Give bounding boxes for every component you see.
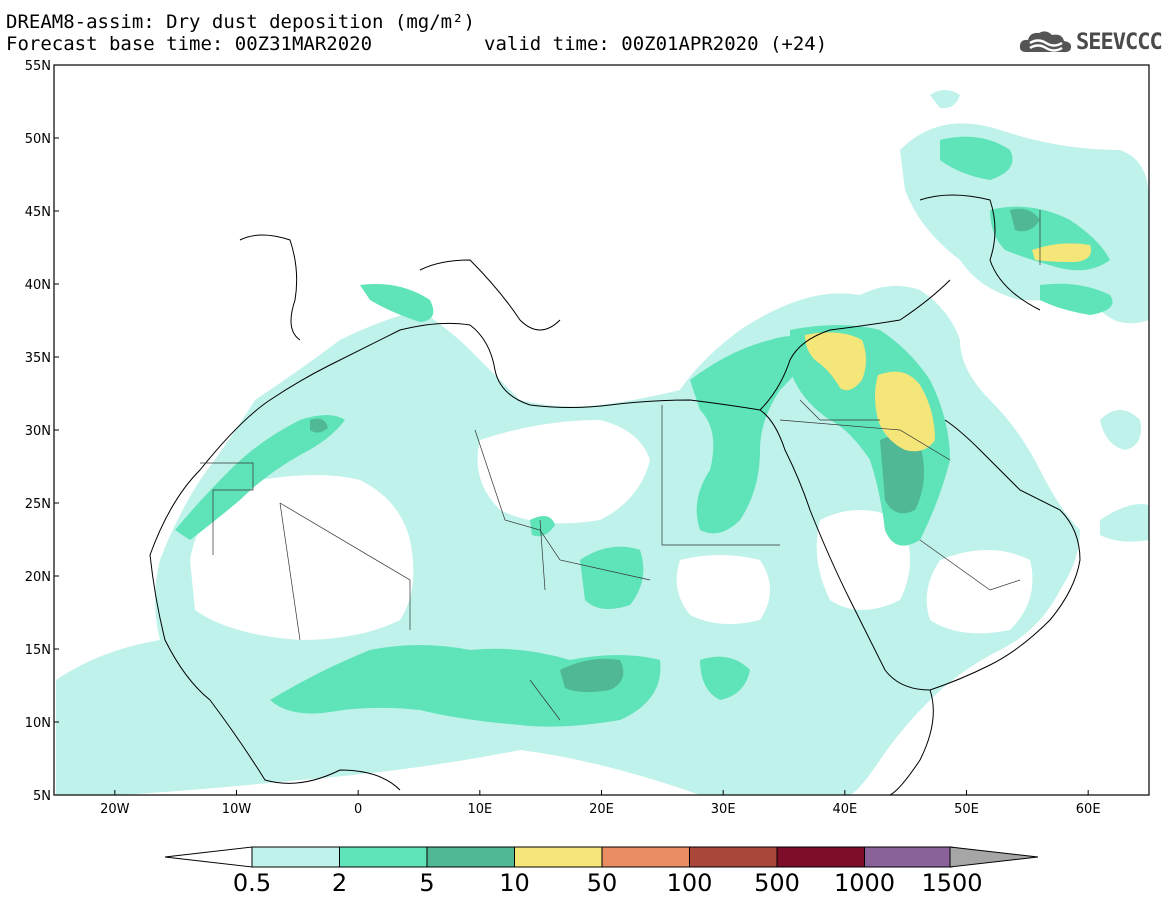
legend-swatch — [689, 846, 778, 868]
forecast-base-time: Forecast base time: 00Z31MAR2020 — [6, 33, 373, 55]
clear-areas — [190, 420, 1033, 640]
legend-swatch — [601, 846, 690, 868]
legend-arrow-left — [164, 846, 253, 868]
legend-swatch — [864, 846, 953, 868]
legend-label: 500 — [754, 869, 800, 897]
legend-swatch — [251, 846, 340, 868]
seevccc-logo: SEEVCCC — [1018, 28, 1163, 58]
lat-tick-label: 15N — [25, 643, 51, 658]
legend-label: 100 — [666, 869, 713, 897]
lat-tick-label: 25N — [25, 497, 51, 512]
dust-fields — [56, 90, 1149, 795]
lon-tick-label: 10W — [222, 802, 252, 817]
logo-text: SEEVCCC — [1076, 30, 1163, 55]
lat-tick-label: 35N — [25, 351, 51, 366]
coastlines — [149, 194, 1081, 795]
valid-time: valid time: 00Z01APR2020 (+24) — [484, 33, 828, 55]
lon-tick-label: 60E — [1076, 802, 1101, 817]
cloud-icon — [1019, 31, 1072, 53]
legend-swatch — [339, 846, 428, 868]
axis-ticks: 55N 50N 45N 40N 35N 30N 25N 20N 15N 10N 5N 20W 10W 0 1… — [25, 59, 1101, 817]
lon-tick-label: 50E — [954, 802, 979, 817]
lon-tick-label: 40E — [832, 802, 857, 817]
deposition-band-10 — [805, 243, 1091, 452]
lon-tick-label: 20W — [100, 802, 130, 817]
lat-tick-label: 55N — [25, 59, 51, 74]
lat-tick-label: 10N — [25, 716, 51, 731]
legend-label: 1000 — [833, 869, 896, 897]
legend-boxes — [251, 846, 953, 868]
legend-swatch — [426, 846, 515, 868]
legend-label: 50 — [586, 869, 618, 897]
lat-tick-label: 20N — [25, 570, 51, 585]
lat-tick-label: 45N — [25, 205, 51, 220]
legend-swatch — [776, 846, 865, 868]
deposition-band-5 — [310, 208, 1040, 693]
legend-swatch — [514, 846, 603, 868]
lon-tick-label: 10E — [467, 802, 492, 817]
lon-tick-label: 30E — [711, 802, 736, 817]
legend-label: 1500 — [921, 869, 983, 897]
lat-tick-label: 40N — [25, 278, 51, 293]
lon-tick-label: 0 — [354, 802, 362, 817]
legend-arrow-right — [949, 846, 1039, 868]
lat-tick-label: 5N — [33, 789, 51, 804]
legend-label: 2 — [331, 869, 348, 897]
lon-tick-label: 20E — [589, 802, 614, 817]
lat-tick-label: 30N — [25, 424, 51, 439]
map-title: DREAM8-assim: Dry dust deposition (mg/m²… — [6, 11, 475, 33]
legend-label: 5 — [419, 869, 435, 897]
country-borders — [200, 210, 1041, 721]
lat-tick-label: 50N — [25, 132, 51, 147]
legend-label: 0.5 — [232, 869, 272, 897]
legend-label: 10 — [499, 869, 530, 897]
